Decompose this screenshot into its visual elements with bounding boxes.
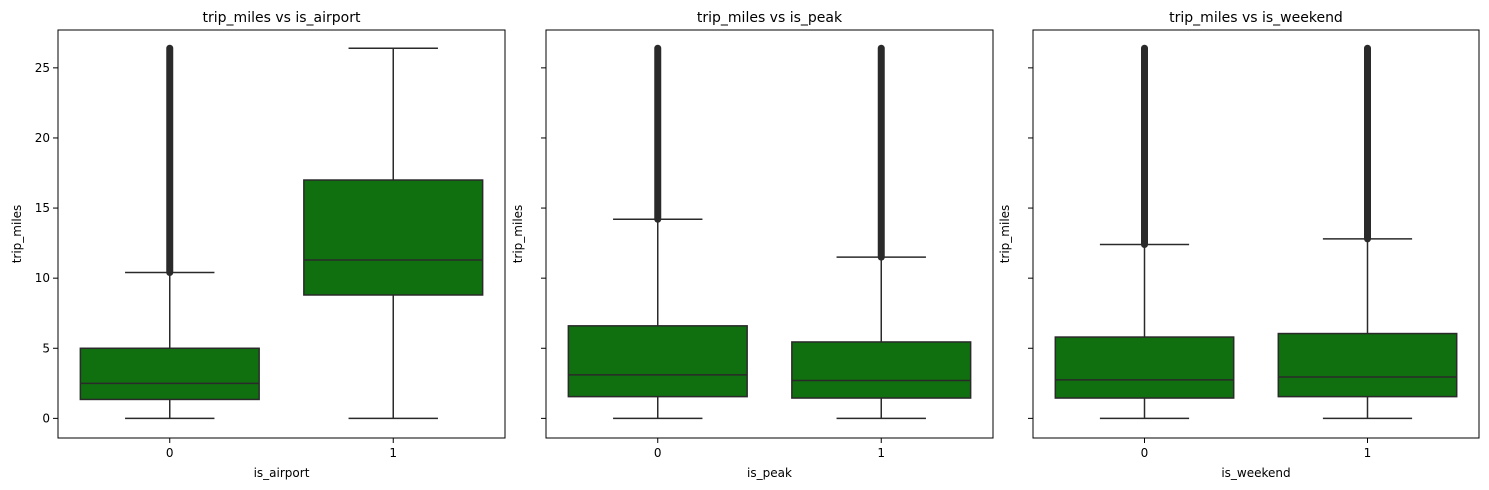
- y-axis-label: trip_miles: [511, 205, 525, 264]
- box-1: [1277, 44, 1458, 420]
- y-tick-label: 15: [35, 201, 50, 215]
- y-tick-label: 10: [35, 271, 50, 285]
- x-axis-label: is_peak: [747, 466, 792, 480]
- plot-frame: [545, 29, 994, 439]
- x-tick-label: 0: [1141, 446, 1149, 460]
- iqr-box: [1054, 336, 1235, 399]
- plot-frame: [1032, 29, 1480, 439]
- box-0: [79, 44, 260, 420]
- panel-title: trip_miles vs is_airport: [203, 10, 361, 26]
- iqr-box: [303, 179, 484, 296]
- y-tick-label: 20: [35, 131, 50, 145]
- x-tick-label: 1: [389, 446, 397, 460]
- x-axis-label: is_weekend: [1221, 466, 1290, 480]
- box-1: [303, 47, 484, 420]
- y-tick-label: 0: [42, 411, 50, 425]
- box-1: [791, 44, 972, 420]
- panel-is-peak: trip_miles vs is_peak trip_miles 0 1 is_peak: [511, 10, 994, 480]
- panel-title: trip_miles vs is_peak: [697, 10, 843, 26]
- panel-is-weekend: trip_miles vs is_weekend trip_miles 0 1 is_w…: [998, 10, 1480, 480]
- box-0: [1054, 44, 1235, 420]
- x-tick-label: 0: [654, 446, 662, 460]
- panel-is-airport: trip_miles vs is_airport0510152025trip_m…: [10, 10, 506, 480]
- x-tick-label: 1: [877, 446, 885, 460]
- y-tick-label: 5: [42, 341, 50, 355]
- iqr-box: [791, 341, 972, 399]
- iqr-box: [567, 325, 748, 398]
- y-tick-label: 25: [35, 61, 50, 75]
- panel-title: trip_miles vs is_weekend: [1169, 10, 1343, 26]
- y-axis-label: trip_miles: [998, 205, 1012, 264]
- y-axis-label: trip_miles: [10, 205, 24, 264]
- plot-frame: [57, 29, 506, 439]
- x-tick-label: 0: [166, 446, 174, 460]
- x-tick-label: 1: [1364, 446, 1372, 460]
- box-0: [567, 44, 748, 420]
- iqr-box: [79, 347, 260, 401]
- iqr-box: [1277, 332, 1458, 398]
- x-axis-label: is_airport: [254, 466, 310, 480]
